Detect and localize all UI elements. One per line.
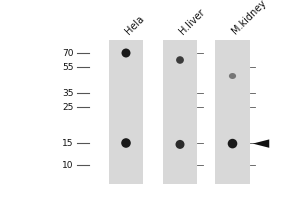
Ellipse shape <box>176 140 184 149</box>
Text: 70: 70 <box>62 48 74 58</box>
Text: M.kidney: M.kidney <box>230 0 268 36</box>
Text: 15: 15 <box>62 138 74 148</box>
Text: H.liver: H.liver <box>177 7 206 36</box>
Bar <box>109 40 143 184</box>
Ellipse shape <box>228 139 237 148</box>
Ellipse shape <box>176 56 184 64</box>
Bar <box>215 40 250 184</box>
Ellipse shape <box>229 73 236 79</box>
Text: 55: 55 <box>62 62 74 72</box>
Ellipse shape <box>122 48 130 58</box>
Ellipse shape <box>121 138 131 148</box>
Text: Hela: Hela <box>123 13 146 36</box>
Text: 10: 10 <box>62 160 74 170</box>
Bar <box>163 40 197 184</box>
Polygon shape <box>253 139 269 148</box>
Text: 25: 25 <box>62 102 74 112</box>
Text: 35: 35 <box>62 88 74 98</box>
